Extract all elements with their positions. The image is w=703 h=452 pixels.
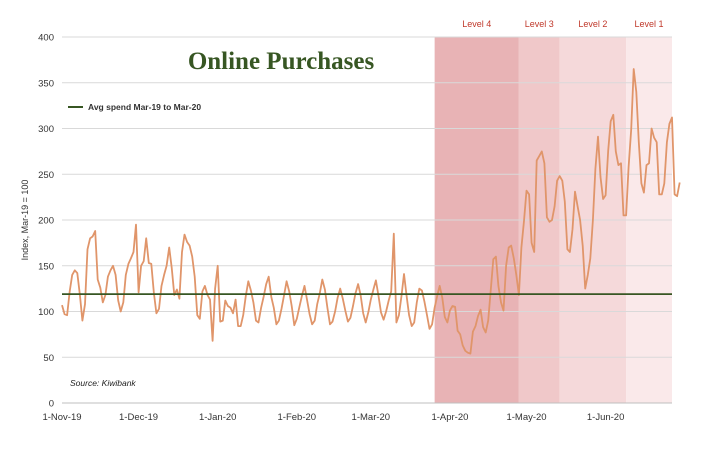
y-tick-label: 400	[38, 33, 54, 44]
chart-title: Online Purchases	[188, 48, 375, 75]
x-tick-label: 1-Nov-19	[42, 412, 81, 423]
level-label-4: Level 1	[635, 19, 664, 29]
x-tick-label: 1-Jan-20	[199, 412, 237, 423]
y-tick-label: 0	[49, 399, 54, 410]
x-tick-label: 1-Feb-20	[278, 412, 317, 423]
x-tick-label: 1-May-20	[506, 412, 546, 423]
series-lines	[61, 68, 681, 355]
horizontal-gridlines	[62, 36, 672, 404]
x-tick-label: 1-Dec-19	[119, 412, 158, 423]
y-tick-label: 50	[43, 353, 54, 364]
series-line-online-purchases	[61, 68, 681, 355]
level-label-3: Level 2	[578, 19, 607, 29]
level-label-1: Level 4	[462, 19, 491, 29]
x-tick-label: 1-Mar-20	[352, 412, 391, 423]
y-tick-label: 300	[38, 124, 54, 135]
level-label-2: Level 3	[525, 19, 554, 29]
y-tick-label: 250	[38, 170, 54, 181]
y-tick-label: 350	[38, 78, 54, 89]
y-tick-label: 200	[38, 216, 54, 227]
level-labels: Level 4 Level 3 Level 2 Level 1	[462, 19, 663, 29]
y-tick-label: 100	[38, 307, 54, 318]
y-axis-title: Index, Mar-19 = 100	[20, 180, 30, 261]
y-axis-tick-labels: 0 50 100 150 200 250 300 350 400	[38, 33, 54, 410]
source-note: Source: Kiwibank	[70, 378, 136, 388]
x-tick-label: 1-Apr-20	[431, 412, 468, 423]
x-tick-label: 1-Jun-20	[587, 412, 625, 423]
x-axis-tick-labels: 1-Nov-19 1-Dec-19 1-Jan-20 1-Feb-20 1-Mar-20…	[42, 412, 624, 423]
legend-label: Avg spend Mar-19 to Mar-20	[88, 102, 201, 112]
y-tick-label: 150	[38, 261, 54, 272]
